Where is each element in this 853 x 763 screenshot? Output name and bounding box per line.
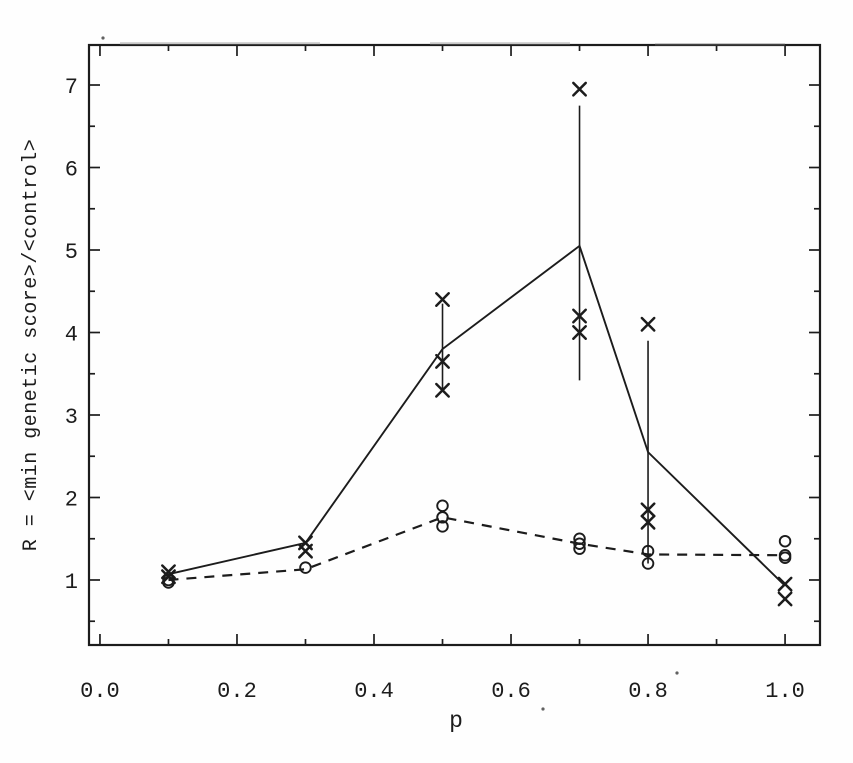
- x-tick-label: 0.8: [628, 679, 668, 704]
- y-axis-label: R = <min genetic score>/<control>: [20, 139, 43, 552]
- circle-marker: [162, 576, 175, 589]
- x-marker: [572, 308, 587, 324]
- plot-area: 0.0 0.2 0.4 0.6 0.8 1.0 1 2 3 4 5 6 7: [65, 36, 822, 711]
- x-axis-label: p: [449, 708, 463, 734]
- circle-marker: [573, 542, 586, 555]
- x-marker: [572, 325, 587, 340]
- x-tick-label: 1.0: [765, 679, 805, 704]
- x-tick-label: 0.6: [491, 679, 531, 704]
- x-tick-label: 0.4: [354, 679, 394, 704]
- x-marker: [435, 292, 450, 307]
- scan-smudge: [430, 42, 570, 45]
- x-marker: [777, 591, 793, 607]
- y-tick-label: 4: [65, 323, 78, 348]
- y-tick-label: 7: [65, 75, 78, 100]
- circle-marker: [573, 537, 586, 550]
- circle-marker: [778, 551, 792, 564]
- circle-marker: [641, 557, 655, 570]
- solid-mean-line: [168, 244, 786, 587]
- y-tick-label: 3: [65, 405, 78, 430]
- x-marker: [298, 543, 313, 559]
- y-tick-label: 6: [65, 158, 78, 183]
- y-tick-label: 1: [65, 570, 78, 595]
- x-marker: [572, 81, 587, 97]
- x-tick-label: 0.0: [80, 679, 120, 704]
- scan-smudge: [655, 43, 785, 46]
- x-marker: [435, 382, 450, 398]
- circle-marker: [641, 544, 655, 558]
- circle-marker: [778, 534, 792, 548]
- x-marker: [640, 514, 656, 530]
- x-marker: [640, 316, 656, 332]
- plot-frame: [87, 43, 822, 647]
- scan-smudge: [120, 42, 320, 45]
- circle-marker: [436, 520, 449, 533]
- circle-marker: [436, 499, 449, 512]
- scan-speck: [541, 707, 545, 711]
- x-marker: [435, 353, 450, 369]
- x-tick-label: 0.2: [217, 679, 257, 704]
- scan-speck: [675, 671, 679, 675]
- x-marker: [777, 576, 793, 592]
- x-marker: [640, 502, 656, 518]
- scan-speck: [101, 36, 105, 40]
- circle-marker: [299, 561, 312, 574]
- y-tick-label: 2: [65, 487, 78, 512]
- y-tick-label: 5: [65, 240, 78, 265]
- circle-marker: [436, 511, 449, 524]
- dashed-mean-line: [168, 516, 786, 582]
